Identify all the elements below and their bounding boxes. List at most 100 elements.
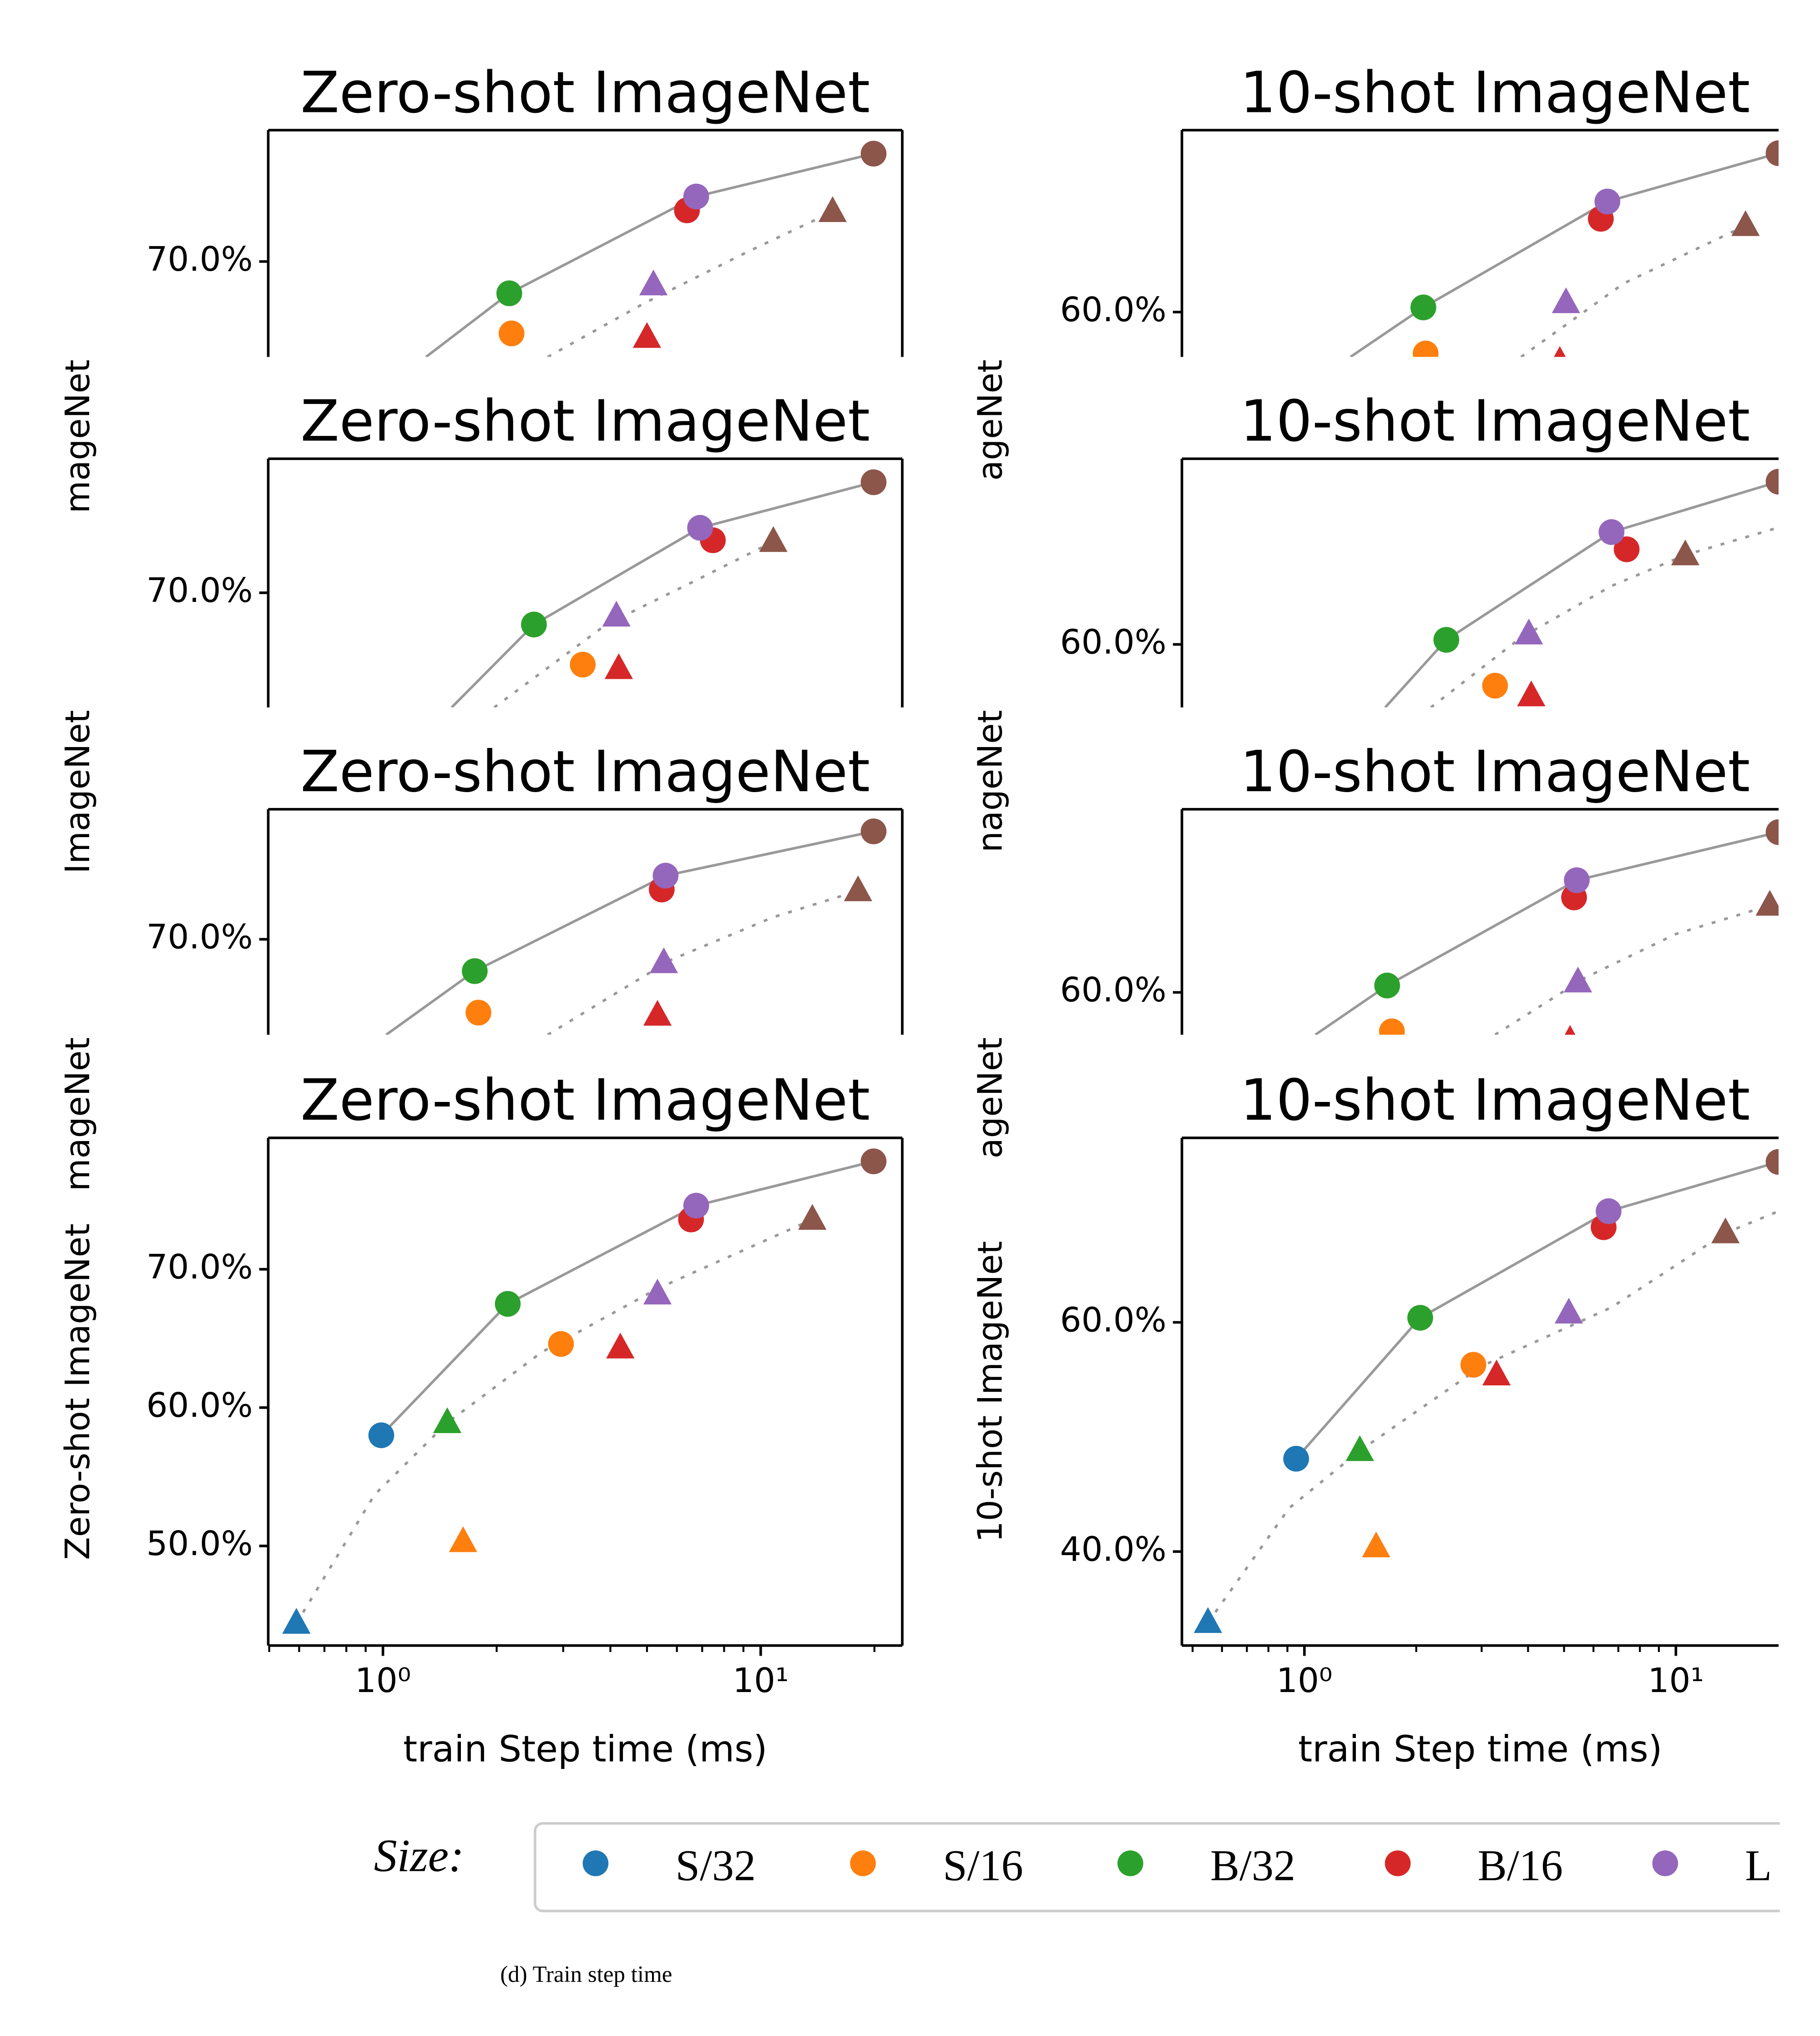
panel: Zero-shot ImageNet Zero-shot ImageNet 50.0… <box>59 1067 904 1770</box>
circle-point <box>496 280 522 307</box>
panel: 10-shot ImageNet nageNet 60.0% <box>971 389 1779 853</box>
triangle-point <box>649 947 678 973</box>
figure-body: Size: (d) Train step time Zero-shot Imag… <box>59 60 1780 1987</box>
circle-point <box>1482 672 1508 699</box>
y-axis-label: nageNet <box>971 710 1010 853</box>
panel-title: 10-shot ImageNet <box>1240 1067 1750 1133</box>
triangle-point <box>1711 1217 1740 1243</box>
y-axis-label: ageNet <box>971 359 1010 480</box>
triangle-point <box>1563 966 1592 993</box>
circle-point <box>1407 1305 1433 1331</box>
y-tick-label: 40.0% <box>1060 1530 1167 1569</box>
y-axis-label: mageNet <box>59 1037 97 1191</box>
plot-area <box>1314 819 1779 1035</box>
legend-label: B/16 <box>1478 1841 1563 1889</box>
circle-point <box>521 611 547 638</box>
trend-line <box>1430 526 1779 707</box>
x-axis-label: train Step time (ms) <box>1298 1728 1662 1770</box>
y-axis-label: ImageNet <box>59 710 97 874</box>
x-axis-label: train Step time (ms) <box>403 1728 767 1770</box>
circle-point <box>498 320 525 347</box>
x-tick-label: 10¹ <box>1648 1662 1704 1700</box>
frontier-line <box>380 1160 874 1436</box>
circle-point <box>495 1291 521 1317</box>
triangle-point <box>643 1278 672 1305</box>
panel-title: Zero-shot ImageNet <box>300 739 870 805</box>
legend-label: S/32 <box>676 1841 756 1889</box>
circle-point <box>1564 867 1590 893</box>
panel: 10-shot ImageNet ageNet 60.0% <box>971 739 1779 1158</box>
triangle-point <box>1755 890 1779 916</box>
frontier-line <box>1350 152 1779 357</box>
triangle-point <box>759 526 788 552</box>
legend-label: S/16 <box>943 1841 1023 1889</box>
y-axis-label: Zero-shot ImageNet <box>59 1223 97 1560</box>
legend-title: Size: <box>374 1830 464 1881</box>
y-axis-label: mageNet <box>59 359 97 513</box>
circle-point <box>1765 819 1779 845</box>
legend-marker <box>1652 1850 1678 1876</box>
triangle-point <box>818 196 847 222</box>
trend-line <box>1520 224 1746 357</box>
y-tick-label: 60.0% <box>1060 1301 1167 1339</box>
triangle-point <box>643 1000 672 1026</box>
triangle-point <box>433 1407 462 1433</box>
triangle-point <box>1514 618 1543 645</box>
panel: Zero-shot ImageNet mageNet 70.0% <box>59 60 904 513</box>
triangle-point <box>1193 1607 1223 1633</box>
y-tick-label: 70.0% <box>147 571 253 610</box>
triangle-point <box>844 875 872 901</box>
x-tick-label: 10⁰ <box>355 1662 411 1700</box>
triangle-point <box>1345 1435 1374 1461</box>
triangle-point <box>449 1526 477 1552</box>
x-tick-label: 10⁰ <box>1276 1662 1332 1700</box>
triangle-point <box>1554 1298 1583 1324</box>
frontier-line <box>1384 480 1779 707</box>
frontier-line <box>1314 831 1779 1035</box>
circle-point <box>1613 536 1640 562</box>
plot-area <box>1350 140 1779 357</box>
legend-marker <box>1117 1850 1143 1876</box>
circle-point <box>465 1000 491 1026</box>
circle-point <box>548 1331 574 1357</box>
panel: 10-shot ImageNet ageNet 60.0% <box>971 60 1779 481</box>
frontier-line <box>450 481 874 707</box>
trend-line <box>547 210 834 357</box>
triangle-point <box>1554 346 1566 357</box>
y-axis-label: ageNet <box>971 1037 1010 1158</box>
circle-point <box>1283 1445 1309 1472</box>
circle-point <box>1598 519 1625 545</box>
trend-line <box>1207 1210 1779 1624</box>
x-tick-label: 10¹ <box>733 1662 789 1700</box>
y-axis-label: 10-shot ImageNet <box>971 1241 1010 1542</box>
circle-point <box>652 863 679 889</box>
panel: Zero-shot ImageNet mageNet 70.0% <box>59 739 904 1191</box>
circle-point <box>683 183 709 210</box>
y-tick-label: 60.0% <box>1060 291 1167 329</box>
circle-point <box>683 1192 709 1219</box>
circle-point <box>1412 340 1439 357</box>
triangle-point <box>639 269 668 296</box>
circle-point <box>1594 188 1621 215</box>
legend-label: L <box>1745 1841 1772 1889</box>
triangle-point <box>282 1608 311 1634</box>
trend-line <box>547 889 859 1035</box>
legend-marker <box>850 1850 876 1876</box>
y-tick-label: 50.0% <box>147 1525 253 1563</box>
legend-marker <box>582 1850 609 1876</box>
panel: 10-shot ImageNet 10-shot ImageNet 40.0% 60.… <box>971 1067 1779 1770</box>
triangle-point <box>1362 1531 1390 1557</box>
circle-point <box>1433 626 1460 653</box>
plot-area <box>385 818 887 1035</box>
circle-point <box>1379 1018 1405 1035</box>
legend-box <box>533 1822 1780 1913</box>
y-tick-label: 70.0% <box>147 1248 253 1287</box>
triangle-point <box>602 601 631 627</box>
panel-title: Zero-shot ImageNet <box>300 1067 870 1133</box>
circle-point <box>1410 294 1436 321</box>
circle-point <box>687 515 713 541</box>
triangle-point <box>632 322 662 348</box>
circle-point <box>1765 469 1779 495</box>
panel: Zero-shot ImageNet ImageNet 70.0% <box>59 389 904 874</box>
